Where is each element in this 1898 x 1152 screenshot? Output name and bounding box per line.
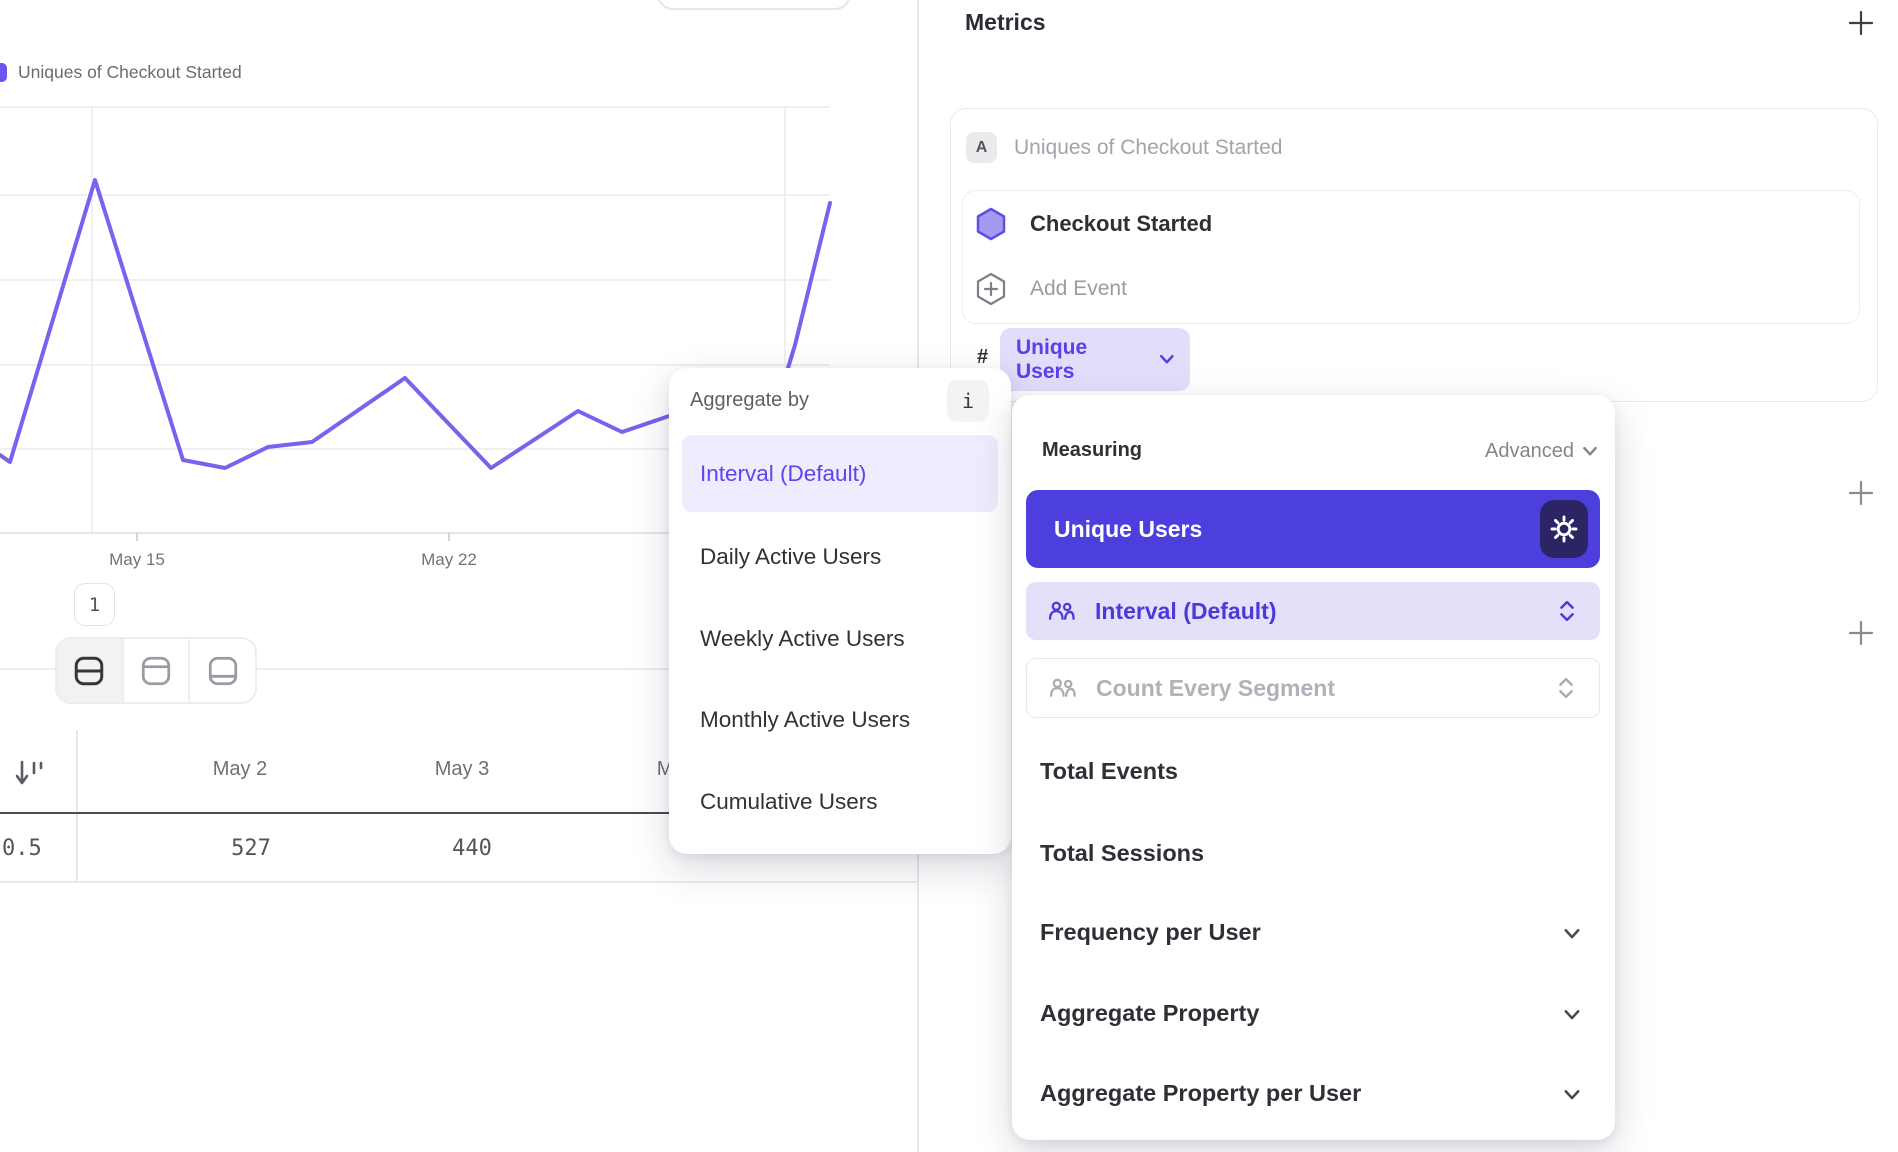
up-down-selector-icon [1559,678,1573,698]
add-breakdown-icon[interactable] [1846,618,1876,648]
section-divider [0,668,918,670]
table-cell: 527 [231,836,271,861]
per-user-aggregation-label: Interval (Default) [1095,597,1277,624]
x-axis-label: May 15 [109,550,165,569]
gear-icon [1550,515,1578,543]
top-bar-view-icon [141,656,171,685]
legend-label: Uniques of Checkout Started [18,62,242,82]
menu-item-daily-active-users[interactable]: Daily Active Users [700,544,882,569]
series-count-chip[interactable]: 1 [74,583,115,626]
measuring-popup: Measuring Advanced Unique Users [1012,395,1615,1140]
advanced-mode-dropdown[interactable]: Advanced [1485,440,1597,463]
chevron-down-icon [1564,929,1580,939]
chevron-down-icon [1160,355,1174,364]
aggregate-by-header: Aggregate by [690,389,809,411]
measurement-chip-label: Unique Users [1016,335,1088,383]
layout-chart-only-button[interactable] [124,639,191,702]
layout-split-button[interactable] [57,639,124,702]
menu-item-interval-default[interactable]: Interval (Default) [682,435,998,512]
segment-aggregation-label: Count Every Segment [1096,674,1335,701]
measuring-header: Measuring [1042,439,1143,461]
menu-item-cumulative-users[interactable]: Cumulative Users [700,789,878,814]
x-axis-label: May 22 [421,550,477,569]
layout-toggle-group [55,637,257,704]
table-column-divider [76,730,78,882]
table-row-divider [0,881,918,883]
sort-icon [15,760,43,785]
measurement-dropdown-chip[interactable]: Unique Users [1000,328,1190,391]
menu-item-frequency-per-user[interactable]: Frequency per User [1040,919,1261,945]
event-name[interactable]: Checkout Started [1030,211,1213,236]
add-filter-icon[interactable] [1846,478,1876,508]
segment-aggregation-selector[interactable]: Count Every Segment [1026,658,1600,718]
chart-gridlines-horizontal [0,106,830,450]
users-icon [1049,678,1076,697]
event-hexagon-icon [976,207,1006,241]
metrics-section-title: Metrics [965,9,1046,35]
users-icon [1048,601,1075,620]
chart-legend[interactable]: Uniques of Checkout Started [0,62,242,83]
menu-item-aggregate-property[interactable]: Aggregate Property [1040,1000,1260,1026]
advanced-label: Advanced [1485,440,1574,462]
measuring-selected-unique-users[interactable]: Unique Users [1026,490,1600,568]
menu-item-weekly-active-users[interactable]: Weekly Active Users [700,626,905,651]
menu-item-total-events[interactable]: Total Events [1040,758,1178,784]
table-header-divider [0,812,918,814]
chevron-down-icon [1583,447,1597,456]
event-card [962,190,1860,324]
add-metric-icon[interactable] [1846,8,1876,38]
legend-swatch [0,63,7,82]
table-cell: 440 [452,836,492,861]
menu-item-total-sessions[interactable]: Total Sessions [1040,840,1205,866]
aggregate-by-popup: Aggregate by i Interval (Default) Daily … [669,368,1011,854]
add-event-icon[interactable] [975,272,1007,306]
menu-item-aggregate-property-per-user[interactable]: Aggregate Property per User [1040,1080,1362,1106]
measure-settings-button[interactable] [1540,500,1588,558]
table-header[interactable]: May 3 [434,758,490,780]
add-event-label[interactable]: Add Event [1030,277,1127,300]
up-down-selector-icon [1560,601,1574,621]
metric-letter-badge: A [966,132,997,163]
menu-item-monthly-active-users[interactable]: Monthly Active Users [700,707,911,732]
layout-table-only-button[interactable] [190,639,255,702]
table-sort-button[interactable] [12,756,44,795]
per-user-aggregation-selector[interactable]: Interval (Default) [1026,582,1600,640]
table-cell-partial: 0.5 [2,836,42,861]
info-icon[interactable]: i [947,380,989,422]
chevron-down-icon [1564,1010,1580,1020]
numeric-type-symbol: # [977,346,989,368]
split-view-icon [75,656,104,685]
chevron-down-icon [1564,1090,1580,1100]
table-header[interactable]: May 2 [212,758,268,780]
selected-measure-label: Unique Users [1054,515,1203,542]
bottom-bar-view-icon [208,656,237,685]
metric-title: Uniques of Checkout Started [1014,136,1283,159]
